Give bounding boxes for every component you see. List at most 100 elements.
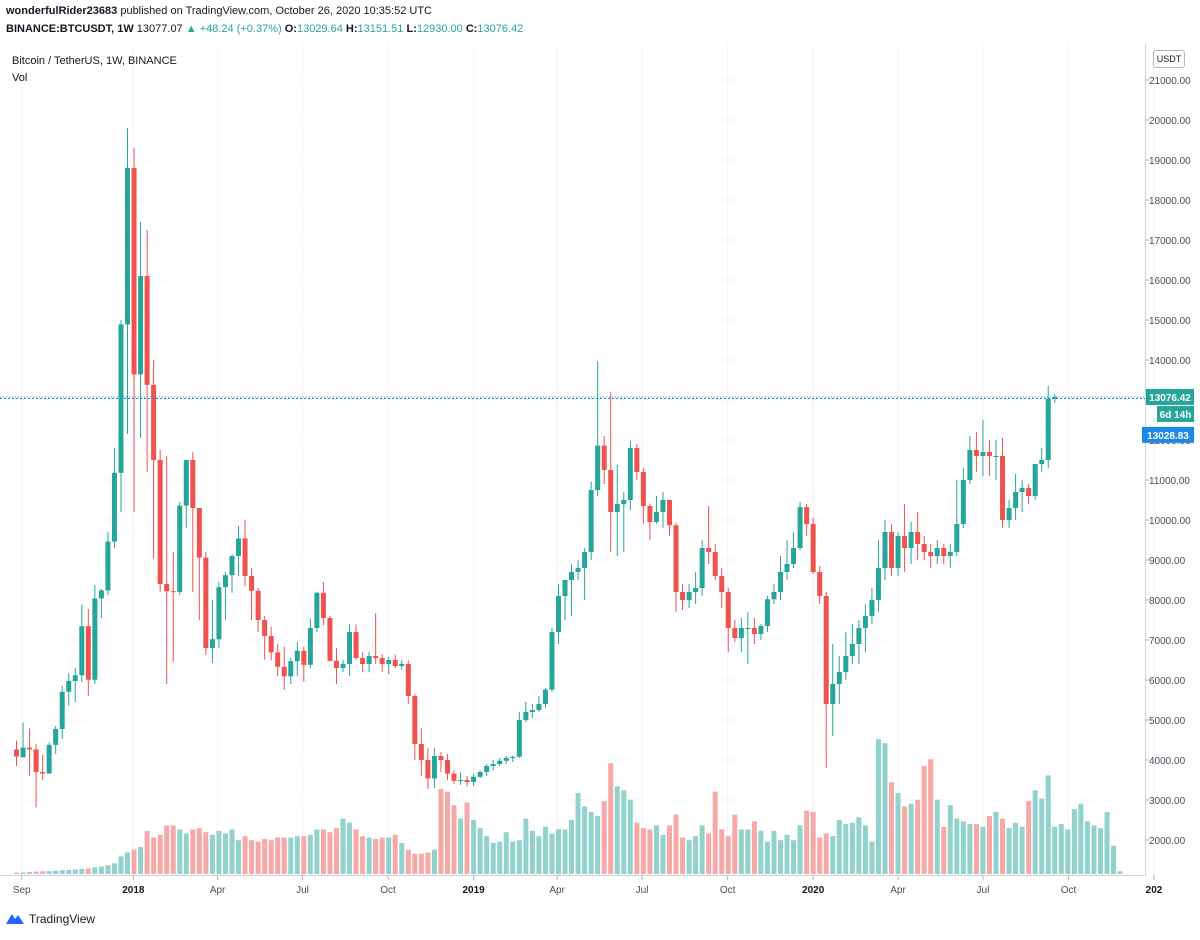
- volume-bar: [719, 829, 725, 874]
- chart-pane[interactable]: [0, 44, 1146, 876]
- volume-bar: [333, 828, 339, 874]
- time-tick-label: Oct: [1061, 885, 1077, 896]
- volume-bar: [830, 836, 836, 874]
- candle-body: [301, 650, 307, 665]
- time-tick-label: 2018: [122, 885, 145, 896]
- candle-body: [562, 580, 568, 596]
- price-tick-label: 14000.00: [1149, 356, 1191, 367]
- volume-bar: [203, 832, 209, 874]
- close-value: 13076.42: [477, 23, 524, 35]
- price-tick-label: 3000.00: [1149, 796, 1186, 807]
- volume-bar: [431, 849, 437, 874]
- candle-body: [53, 729, 59, 745]
- candle-body: [229, 556, 235, 576]
- volume-bar: [412, 853, 418, 874]
- candle-body: [895, 536, 901, 568]
- volume-bar: [921, 766, 927, 874]
- candle-body: [14, 749, 19, 757]
- candle-body: [125, 168, 131, 325]
- volume-bar: [360, 836, 366, 874]
- candle-body: [471, 776, 477, 782]
- candle-body: [98, 590, 104, 599]
- candle-body: [85, 626, 91, 680]
- volume-bar: [804, 810, 810, 874]
- candle-body: [745, 628, 751, 629]
- time-tick-label: Oct: [720, 885, 736, 896]
- open-label: O:: [284, 23, 297, 35]
- volume-bar: [125, 852, 131, 874]
- volume-bar: [438, 788, 444, 874]
- candle-body: [255, 590, 261, 620]
- chart-legend-title[interactable]: Bitcoin / TetherUS, 1W, BINANCE: [12, 55, 177, 67]
- crosshair-price-tag-text: 13028.83: [1147, 431, 1189, 442]
- candle-body: [843, 656, 849, 672]
- candle-body: [1045, 398, 1051, 460]
- candle-body: [249, 576, 255, 591]
- candle-body: [516, 720, 522, 757]
- volume-bar: [1000, 818, 1006, 874]
- volume-bar: [216, 830, 222, 874]
- candle-body: [647, 506, 653, 522]
- price-tick-label: 7000.00: [1149, 636, 1186, 647]
- tradingview-footer[interactable]: TradingView: [5, 912, 95, 926]
- time-tick-label: Jul: [977, 885, 990, 896]
- author-name[interactable]: wonderfulRider23683: [6, 5, 118, 17]
- volume-bars: [14, 739, 1123, 874]
- volume-bar: [797, 825, 803, 874]
- candle-body: [236, 538, 242, 556]
- volume-bar: [751, 821, 757, 874]
- volume-bar: [562, 829, 568, 874]
- volume-bar: [14, 872, 19, 874]
- candle-body: [875, 568, 881, 600]
- candle-body: [327, 618, 333, 661]
- volume-bar: [627, 799, 633, 874]
- candle-body: [960, 480, 966, 524]
- candle-body: [425, 760, 431, 779]
- candle-body: [778, 572, 784, 592]
- last-value: 13077.07: [136, 23, 183, 35]
- candle-body: [40, 772, 46, 774]
- volume-bar: [1019, 826, 1025, 874]
- volume-bar: [1058, 824, 1064, 874]
- volume-bar: [33, 871, 39, 874]
- candle-body: [131, 168, 137, 375]
- candle-body: [529, 710, 535, 712]
- candle-body: [1006, 508, 1012, 520]
- last-price-tag-text: 13076.42: [1149, 393, 1191, 404]
- volume-legend[interactable]: Vol: [12, 72, 28, 84]
- candle-body: [817, 572, 823, 596]
- candle-body: [1052, 396, 1058, 399]
- last-price-tag: [1146, 388, 1194, 405]
- open-value: 13029.64: [296, 23, 343, 35]
- candle-body: [92, 598, 98, 680]
- volume-bar: [1045, 775, 1051, 874]
- candle-body: [373, 656, 379, 658]
- volume-bar: [640, 828, 646, 874]
- candle-body: [138, 276, 144, 375]
- volume-bar: [973, 824, 979, 874]
- volume-bar: [529, 830, 535, 874]
- candle-body: [444, 760, 450, 774]
- currency-unit-button[interactable]: USDT: [1153, 50, 1185, 68]
- volume-bar: [647, 829, 653, 874]
- countdown-tag-text: 6d 14h: [1160, 410, 1192, 421]
- price-lines: [0, 396, 1145, 399]
- candle-body: [46, 744, 52, 774]
- candle-body: [993, 456, 999, 457]
- volume-bar: [1071, 809, 1077, 874]
- candle-body: [680, 592, 686, 600]
- volume-bar: [549, 833, 555, 874]
- candle-body: [915, 532, 921, 544]
- candle-body: [686, 592, 692, 600]
- volume-bar: [745, 829, 751, 874]
- volume-bar: [725, 836, 731, 874]
- price-tick-label: 10000.00: [1149, 516, 1191, 527]
- candle-body: [784, 564, 790, 572]
- candle-body: [353, 632, 359, 658]
- volume-bar: [222, 833, 228, 874]
- candle-body: [314, 592, 320, 628]
- candle-body: [412, 696, 418, 744]
- volume-bar: [268, 840, 274, 874]
- volume-bar: [960, 821, 966, 874]
